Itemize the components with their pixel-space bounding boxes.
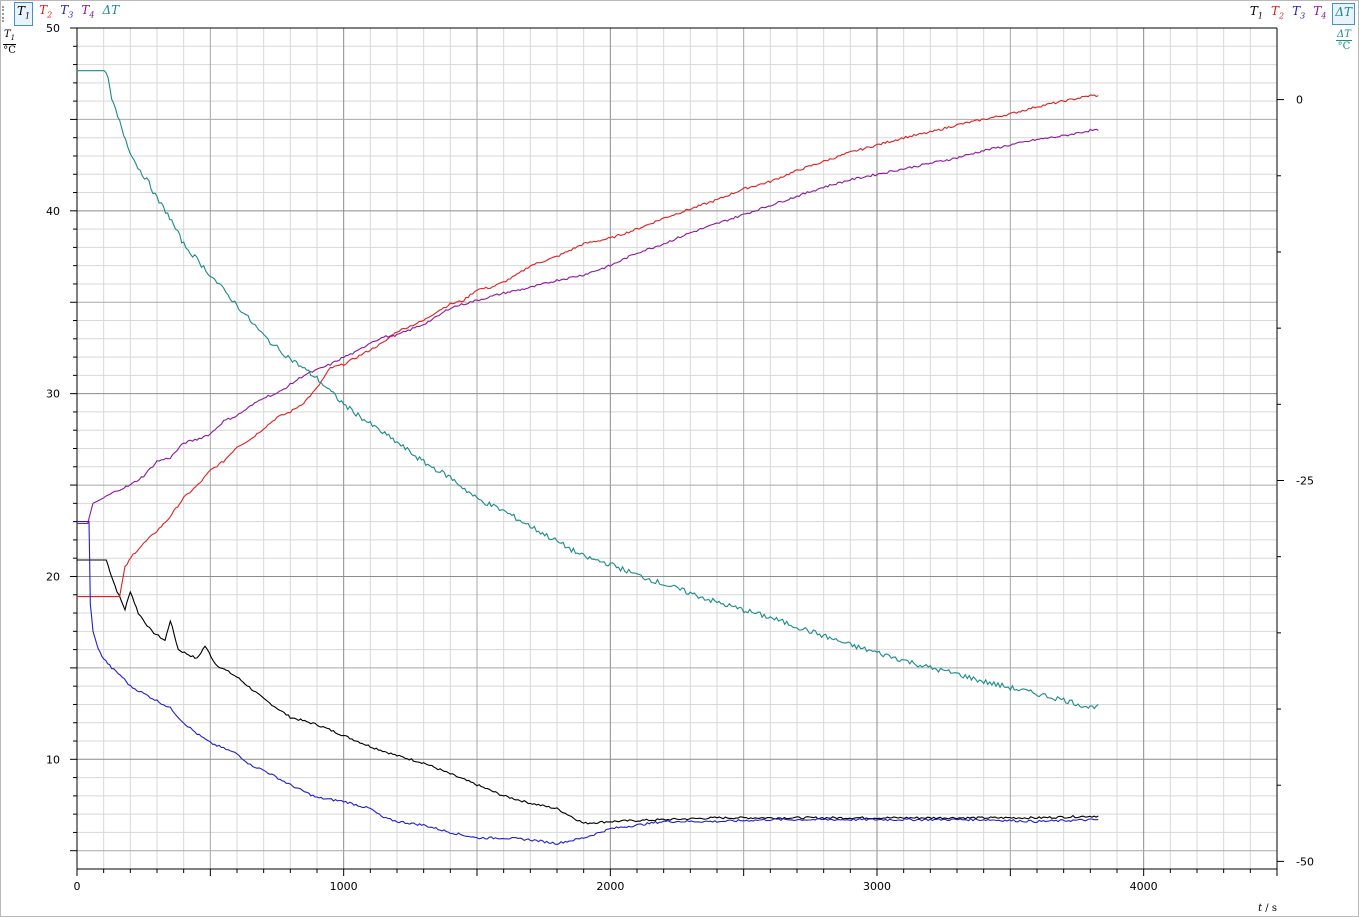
series-subscript: 4 [1321, 11, 1327, 21]
right-series-toggle-4[interactable]: ΔT [1332, 3, 1355, 25]
y-left-tick-label: 40 [46, 205, 60, 218]
left-series-toggle-4[interactable]: ΔT [100, 2, 121, 25]
series-line-T2 [77, 94, 1099, 598]
y-right-tick-label: -50 [1296, 855, 1314, 868]
x-tick-label: 0 [74, 880, 81, 893]
left-series-toggle-1[interactable]: T2 [37, 2, 54, 25]
right-series-toggle-2[interactable]: T3 [1290, 3, 1307, 24]
series-symbol: T [1313, 4, 1322, 19]
y-left-tick-label: 30 [46, 388, 60, 401]
right-series-toggle-1[interactable]: T2 [1269, 3, 1286, 24]
series-symbol: T [60, 3, 69, 18]
series-symbol: T [1292, 4, 1301, 19]
y-left-axis-label: T1 °C [3, 29, 17, 56]
series-subscript: 4 [89, 10, 95, 20]
series-symbol: T [81, 3, 90, 18]
series-symbol: T [39, 3, 48, 18]
left-series-toggle-0[interactable]: T1 [14, 2, 34, 26]
y-right-tick-label: -25 [1296, 474, 1314, 487]
series-subscript: 3 [1300, 11, 1306, 21]
series-symbol: T [17, 4, 26, 19]
series-subscript: 1 [25, 11, 31, 21]
left-series-toggle-2[interactable]: T3 [58, 2, 75, 25]
y-right-tick-label: 0 [1296, 94, 1303, 107]
series-subscript: 1 [1257, 11, 1263, 21]
series-line-T1 [77, 559, 1099, 825]
x-tick-label: 3000 [863, 880, 891, 893]
y-right-axis-label: ΔT °C [1336, 29, 1352, 52]
left-series-toggle-3[interactable]: T4 [79, 2, 96, 25]
y-left-tick-label: 50 [46, 22, 60, 35]
right-series-toggle-0[interactable]: T1 [1248, 3, 1265, 24]
series-symbol: ΔT [102, 3, 120, 18]
series-line-T4 [77, 128, 1099, 525]
series-symbol: T [1249, 4, 1258, 19]
toolbar-grip-icon[interactable] [2, 6, 8, 22]
right-series-toggle-3[interactable]: T4 [1311, 3, 1328, 24]
series-line-T3 [77, 521, 1099, 845]
x-tick-label: 1000 [330, 880, 358, 893]
series-line-ΔT [77, 70, 1099, 710]
left-axis-selector: T1 T2 T3 T4 ΔT [2, 2, 121, 26]
y-left-tick-label: 10 [46, 753, 60, 766]
right-axis-selector: T1 T2 T3 T4 ΔT [1248, 3, 1355, 25]
x-tick-label: 2000 [596, 880, 624, 893]
series-symbol: ΔT [1335, 5, 1352, 20]
series-symbol: T [1271, 4, 1280, 19]
x-tick-label: 4000 [1130, 880, 1158, 893]
series-subscript: 3 [68, 10, 74, 20]
series-subscript: 2 [1279, 11, 1285, 21]
x-axis-label: t / s [1258, 903, 1277, 914]
y-left-tick-label: 20 [46, 570, 60, 583]
series-subscript: 2 [47, 10, 53, 20]
